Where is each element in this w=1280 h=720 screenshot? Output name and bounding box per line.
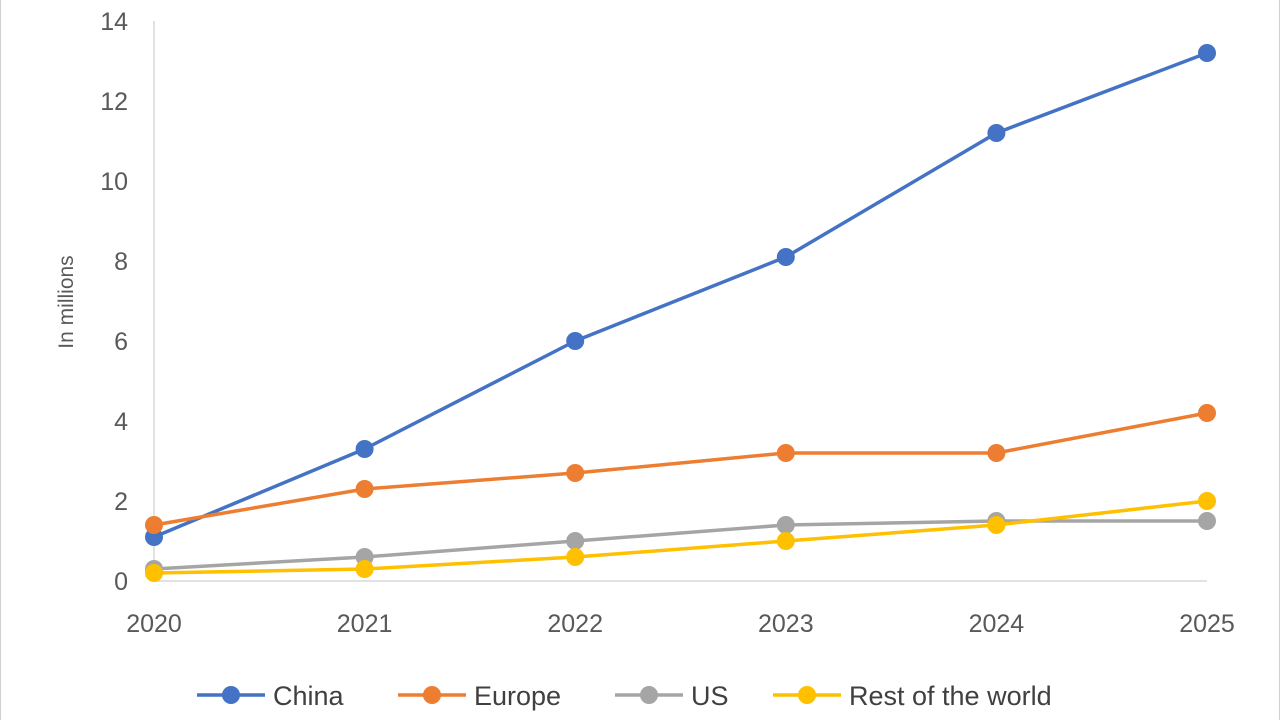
x-tick-label: 2020 bbox=[126, 610, 182, 638]
x-tick-label: 2022 bbox=[547, 610, 603, 638]
data-point bbox=[355, 440, 374, 458]
x-tick-label: 2023 bbox=[758, 610, 814, 638]
legend-item: US bbox=[615, 681, 729, 711]
series-line bbox=[153, 51, 1208, 539]
y-tick-label: 8 bbox=[114, 248, 128, 276]
y-tick-label: 12 bbox=[100, 88, 128, 116]
data-point bbox=[776, 516, 795, 534]
data-point bbox=[1198, 44, 1216, 62]
series-group bbox=[145, 512, 1216, 578]
data-point bbox=[355, 480, 374, 498]
data-point bbox=[145, 516, 163, 534]
data-point bbox=[776, 532, 795, 550]
series-line bbox=[153, 519, 1207, 571]
legend-label: Europe bbox=[474, 681, 561, 711]
legend: China Europe US Rest of the world bbox=[197, 681, 1052, 711]
y-tick-label: 14 bbox=[100, 8, 128, 36]
legend-marker bbox=[222, 686, 240, 704]
series-line bbox=[153, 411, 1208, 527]
data-point bbox=[987, 444, 1006, 462]
data-point bbox=[987, 124, 1006, 142]
legend-item: Rest of the world bbox=[773, 681, 1052, 711]
x-tick-label: 2024 bbox=[969, 610, 1025, 638]
legend-label: Rest of the world bbox=[849, 681, 1052, 711]
data-point bbox=[566, 548, 585, 566]
y-tick-label: 6 bbox=[114, 328, 128, 356]
series-lines bbox=[145, 44, 1216, 582]
data-point bbox=[1198, 404, 1216, 422]
y-axis-title: In millions bbox=[55, 255, 78, 348]
legend-label: China bbox=[273, 681, 345, 711]
axes: 0 2 4 6 8 10 12 14 2020 2021 2022 2023 2024 2025 bbox=[100, 8, 1235, 638]
data-point bbox=[776, 444, 795, 462]
legend-marker bbox=[640, 686, 658, 704]
x-tick-label: 2021 bbox=[337, 610, 393, 638]
legend-item: China bbox=[197, 681, 345, 711]
legend-item: Europe bbox=[398, 681, 561, 711]
data-point bbox=[566, 332, 585, 350]
series-group bbox=[145, 44, 1216, 546]
data-point bbox=[987, 516, 1006, 534]
legend-marker bbox=[798, 686, 816, 704]
data-point bbox=[355, 560, 374, 578]
data-point bbox=[566, 464, 585, 482]
data-point bbox=[566, 532, 585, 550]
data-point bbox=[1198, 492, 1216, 510]
data-point bbox=[1198, 512, 1216, 530]
series-group bbox=[145, 404, 1216, 534]
y-tick-label: 4 bbox=[114, 408, 128, 436]
y-tick-label: 10 bbox=[100, 168, 128, 196]
data-point bbox=[145, 564, 163, 582]
series-line bbox=[153, 499, 1208, 575]
data-point bbox=[776, 248, 795, 266]
y-tick-label: 2 bbox=[114, 488, 128, 516]
x-tick-label: 2025 bbox=[1179, 610, 1235, 638]
legend-label: US bbox=[691, 681, 729, 711]
series-group bbox=[145, 492, 1216, 582]
legend-marker bbox=[423, 686, 441, 704]
y-tick-label: 0 bbox=[114, 568, 128, 596]
